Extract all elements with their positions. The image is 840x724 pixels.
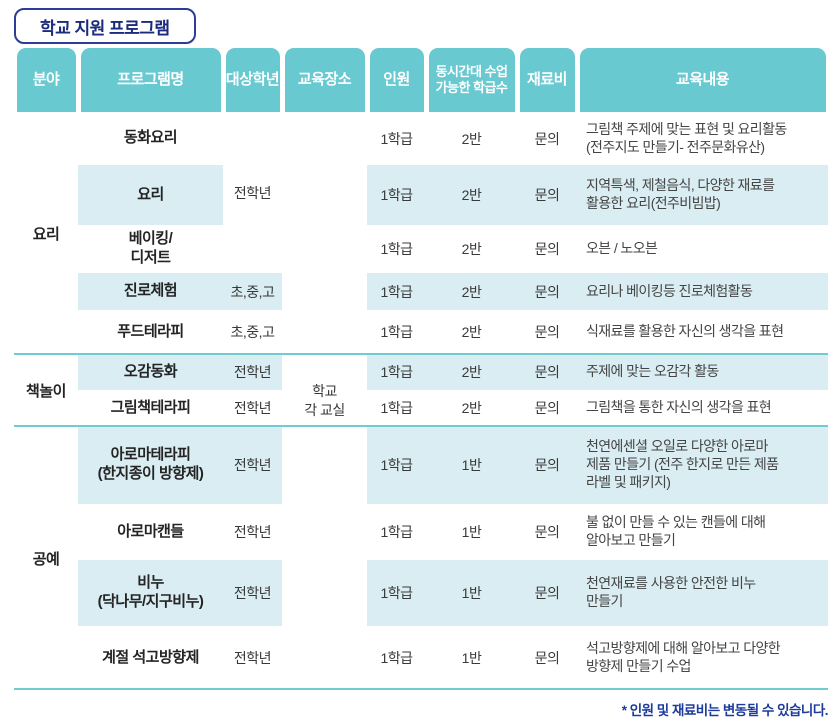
category-craft: 공예: [32, 550, 60, 568]
grade-cell-merged: 전학년: [233, 184, 272, 201]
classes-cell: 2반: [461, 400, 482, 416]
program-cell: 그림책테라피: [110, 398, 191, 416]
grade-cell: 전학년: [233, 524, 272, 540]
page-title: 학교 지원 프로그램: [40, 18, 170, 38]
col-header-grade: 대상학년: [223, 48, 282, 112]
people-cell: 1학급: [380, 524, 413, 540]
col-header-place: 교육장소: [282, 48, 367, 112]
grade-cell: 초,중,고: [223, 273, 282, 310]
col-header-program: 프로그램명: [78, 48, 223, 112]
people-cell: 1학급: [380, 324, 413, 340]
program-table-wrap: 분야 프로그램명 대상학년 교육장소 인원 동시간대 수업 가능한 학급수 재료…: [14, 48, 828, 690]
grade-cell: 전학년: [233, 400, 272, 416]
classes-cell: 2반: [426, 354, 517, 390]
program-cell: 동화요리: [123, 129, 178, 147]
grade-cell: 전학년: [223, 426, 282, 504]
fee-cell: 문의: [517, 560, 577, 626]
people-cell: 1학급: [367, 354, 426, 390]
table-row: 비누 (닥나무/지구비누) 전학년 1학급 1반 문의 천연재료를 사용한 안전…: [14, 560, 828, 626]
fee-cell: 문의: [517, 165, 577, 225]
classes-cell: 2반: [426, 273, 517, 310]
people-cell: 1학급: [367, 273, 426, 310]
content-cell: 천연에센셜 오일로 다양한 아로마 제품 만들기 (전주 한지로 만든 제품 라…: [577, 426, 828, 504]
table-row: 계절 석고방향제 전학년 1학급 1반 문의 석고방향제에 대해 알아보고 다양…: [14, 626, 828, 690]
table-row: 푸드테라피 초,중,고 1학급 2반 문의 식재료를 활용한 자신의 생각을 표…: [14, 310, 828, 354]
grade-cell: 전학년: [233, 650, 272, 666]
content-cell: 지역특색, 제철음식, 다양한 재료를 활용한 요리(전주비빔밥): [577, 165, 828, 225]
program-cell: 베이킹/ 디저트: [128, 230, 173, 266]
col-header-fee: 재료비: [517, 48, 577, 112]
fee-cell: 문의: [534, 324, 560, 340]
table-row: 진로체험 초,중,고 1학급 2반 문의 요리나 베이킹등 진로체험활동: [14, 273, 828, 310]
classes-cell: 2반: [461, 130, 482, 147]
footnote: * 인원 및 재료비는 변동될 수 있습니다.: [621, 703, 829, 718]
table-row: 책놀이 오감동화 전학년 1학급 2반 문의 주제에 맞는 오감각 활동: [14, 354, 828, 400]
people-cell: 1학급: [380, 400, 413, 416]
program-cell: 아로마테라피 (한지종이 방향제): [78, 426, 223, 504]
classes-cell: 1반: [426, 560, 517, 626]
table-row: 베이킹/ 디저트 1학급 2반 문의 오븐 / 노오븐: [14, 225, 828, 273]
location-cell: 학교 각 교실: [304, 383, 345, 418]
table-row: 그림책테라피 전학년 1학급 2반 문의 그림책을 통한 자신의 생각을 표현: [14, 390, 828, 426]
fee-cell: 문의: [534, 241, 560, 257]
table-row: 공예 아로마테라피 (한지종이 방향제) 전학년 1학급 1반 문의 천연에센셜…: [14, 426, 828, 568]
classes-cell: 1반: [426, 426, 517, 504]
table-bottom-line: [14, 688, 828, 690]
col-header-content: 교육내용: [577, 48, 828, 112]
fee-cell: 문의: [534, 650, 560, 666]
program-cell: 요리: [78, 165, 223, 225]
program-cell: 오감동화: [78, 354, 223, 390]
fee-cell: 문의: [517, 354, 577, 390]
people-cell: 1학급: [380, 650, 413, 666]
col-header-field: 분야: [14, 48, 78, 112]
classes-cell: 1반: [461, 524, 482, 540]
fee-cell: 문의: [534, 130, 560, 147]
program-cell: 진로체험: [78, 273, 223, 310]
people-cell: 1학급: [367, 426, 426, 504]
content-cell: 그림책을 통한 자신의 생각을 표현: [586, 399, 772, 416]
classes-cell: 2반: [461, 241, 482, 257]
content-cell: 식재료를 활용한 자신의 생각을 표현: [586, 323, 784, 340]
program-table: 분야 프로그램명 대상학년 교육장소 인원 동시간대 수업 가능한 학급수 재료…: [14, 48, 828, 690]
category-book-play: 책놀이: [26, 382, 66, 400]
program-cell: 아로마캔들: [117, 522, 184, 540]
program-cell: 계절 석고방향제: [102, 648, 199, 666]
grade-cell: 초,중,고: [230, 324, 275, 340]
fee-cell: 문의: [517, 426, 577, 504]
people-cell: 1학급: [367, 165, 426, 225]
content-cell: 오븐 / 노오븐: [586, 240, 658, 257]
people-cell: 1학급: [380, 241, 413, 257]
classes-cell: 2반: [461, 324, 482, 340]
classes-cell: 2반: [426, 165, 517, 225]
col-header-people: 인원: [367, 48, 426, 112]
program-cell: 푸드테라피: [117, 322, 184, 340]
people-cell: 1학급: [380, 130, 413, 147]
table-row: 아로마캔들 전학년 1학급 1반 문의 불 없이 만들 수 있는 캔들에 대해 …: [14, 504, 828, 560]
table-row: 요리 1학급 2반 문의 지역특색, 제철음식, 다양한 재료를 활용한 요리(…: [14, 165, 828, 225]
content-cell: 요리나 베이킹등 진로체험활동: [577, 273, 828, 310]
content-cell: 주제에 맞는 오감각 활동: [577, 354, 828, 390]
fee-cell: 문의: [517, 273, 577, 310]
program-cell: 비누 (닥나무/지구비누): [78, 560, 223, 626]
content-cell: 불 없이 만들 수 있는 캔들에 대해 알아보고 만들기: [586, 514, 766, 548]
people-cell: 1학급: [367, 560, 426, 626]
col-header-classes: 동시간대 수업 가능한 학급수: [426, 48, 517, 112]
category-cooking: 요리: [32, 225, 60, 243]
content-cell: 석고방향제에 대해 알아보고 다양한 방향제 만들기 수업: [586, 640, 781, 674]
content-cell: 천연재료를 사용한 안전한 비누 만들기: [577, 560, 828, 626]
header-row: 분야 프로그램명 대상학년 교육장소 인원 동시간대 수업 가능한 학급수 재료…: [14, 48, 828, 112]
grade-cell: 전학년: [223, 560, 282, 626]
content-cell: 그림책 주제에 맞는 표현 및 요리활동 (전주지도 만들기- 전주문화유산): [586, 120, 787, 155]
classes-cell: 1반: [461, 650, 482, 666]
fee-cell: 문의: [534, 524, 560, 540]
fee-cell: 문의: [534, 400, 560, 416]
section-divider: [14, 425, 828, 427]
table-row: 요리 동화요리 전학년 학교 각 교실 1학급 2반 문의 그림책 주제에 맞는…: [14, 112, 828, 418]
section-divider: [14, 353, 828, 355]
grade-cell: 전학년: [223, 354, 282, 390]
title-badge: 학교 지원 프로그램: [14, 8, 196, 44]
